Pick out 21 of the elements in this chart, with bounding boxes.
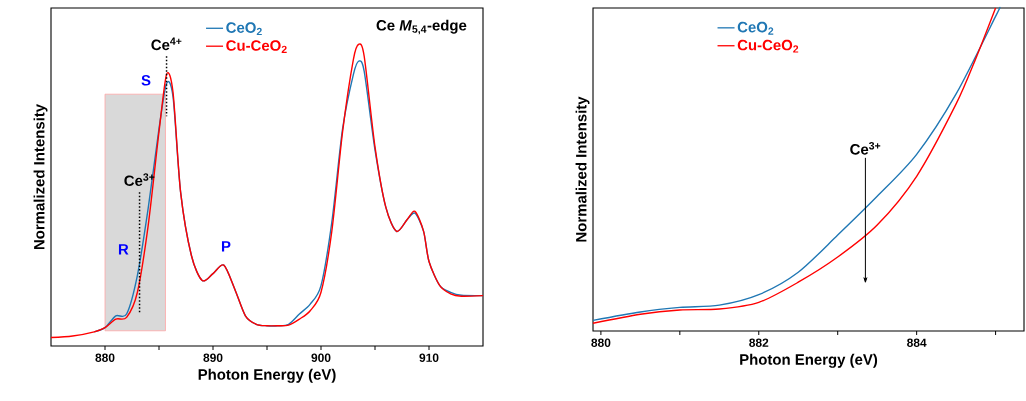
- x-axis-title: Photon Energy (eV): [740, 353, 878, 368]
- x-axis-title: Photon Energy (eV): [198, 368, 336, 383]
- x-tick-label: 884: [907, 338, 927, 347]
- y-axis-title: Normalized Intensity: [575, 96, 590, 242]
- x-tick-label: 890: [203, 353, 223, 362]
- annotation: Ce$^{3+}$: [850, 142, 881, 155]
- y-axis-title: Normalized Intensity: [33, 104, 48, 250]
- legend-label: CeO$_{2}$: [737, 21, 774, 35]
- annotation: P: [221, 241, 231, 252]
- annotation: S: [141, 75, 151, 86]
- legend-label: Cu-CeO$_{2}$: [226, 40, 287, 54]
- x-tick-label: 880: [591, 338, 611, 347]
- text: Ce M$_{5,4}$-edge: [376, 19, 467, 35]
- x-tick-label: 880: [95, 353, 115, 362]
- x-tick-label: 882: [749, 338, 769, 347]
- x-tick-label: 900: [311, 353, 331, 362]
- ref-line-label: Ce$^{4+}$: [151, 37, 182, 51]
- legend-label: CeO$_{2}$: [226, 22, 262, 36]
- x-tick-label: 910: [419, 353, 439, 362]
- legend-label: Cu-CeO$_{2}$: [737, 39, 799, 53]
- annotation: R: [118, 244, 129, 255]
